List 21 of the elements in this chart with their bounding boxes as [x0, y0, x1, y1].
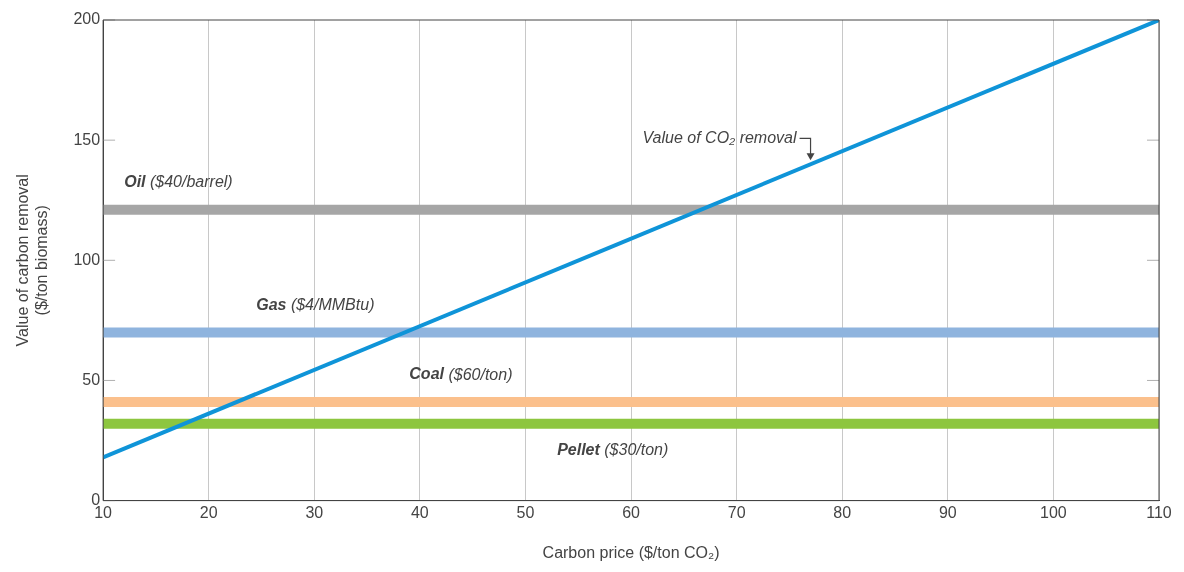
x-tick-label: 100 — [1040, 503, 1067, 521]
y-tick-label: 200 — [73, 10, 101, 28]
x-tick-label: 40 — [410, 503, 429, 521]
y-tick-label: 50 — [82, 370, 101, 388]
ref-line-label: Coal ($60/ton) — [409, 365, 513, 383]
x-tick-label: 60 — [622, 503, 641, 521]
y-axis-title: Value of carbon removal ($/ton biomass) — [14, 174, 51, 347]
ref-line-label: Oil ($40/barrel) — [124, 173, 233, 191]
series-label: Value of CO₂ removal — [642, 128, 797, 146]
y-tick-label: 150 — [73, 130, 101, 148]
x-tick-label: 80 — [833, 503, 852, 521]
x-tick-label: 110 — [1146, 503, 1172, 521]
x-tick-label: 70 — [727, 503, 746, 521]
y-tick-label: 100 — [73, 250, 101, 268]
ref-line-label: Gas ($4/MMBtu) — [256, 295, 375, 313]
x-tick-label: 20 — [199, 503, 218, 521]
x-axis-title: Carbon price ($/ton CO₂) — [542, 543, 720, 561]
x-tick-label: 30 — [305, 503, 324, 521]
ref-line-label: Pellet ($30/ton) — [557, 441, 669, 459]
x-tick-label: 90 — [938, 503, 957, 521]
x-tick-label: 50 — [516, 503, 535, 521]
